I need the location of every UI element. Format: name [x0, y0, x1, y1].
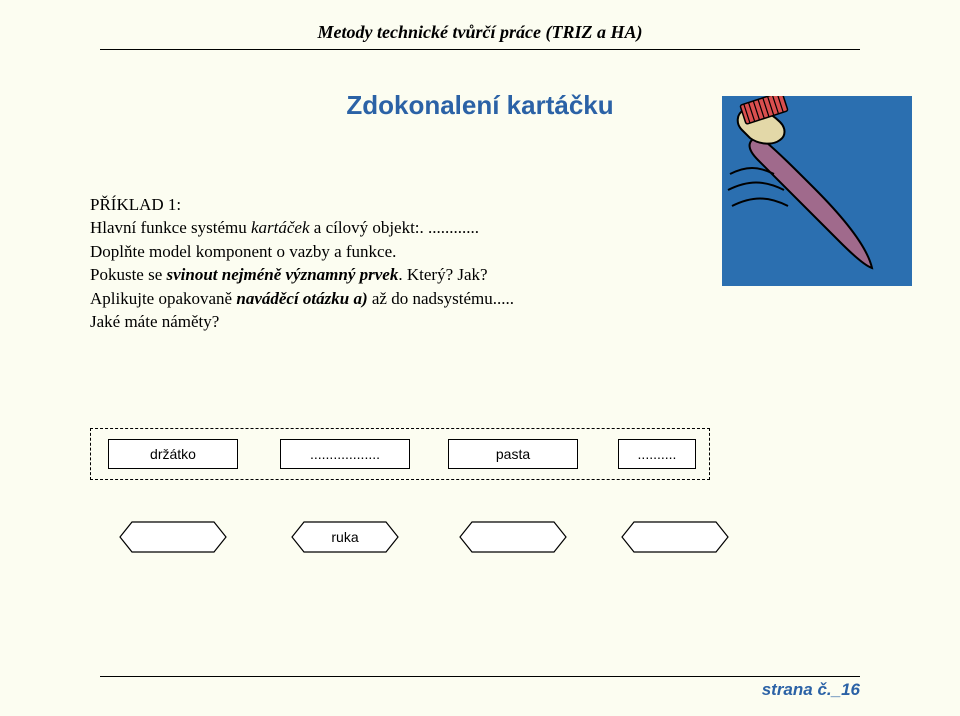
box-pasta: pasta [448, 439, 578, 469]
page-header: Metody technické tvůrčí práce (TRIZ a HA… [0, 0, 960, 50]
box3-label: pasta [496, 446, 530, 462]
hex-ruka: ruka [280, 520, 410, 554]
line4-a: Pokuste se [90, 265, 167, 284]
hex2-label: ruka [280, 520, 410, 554]
line2-c: a cílový objekt:. ............ [310, 218, 480, 237]
hex-4 [610, 520, 740, 554]
footer-text: strana č._16 [762, 680, 860, 699]
body-text: PŘÍKLAD 1: Hlavní funkce systému kartáče… [90, 193, 650, 334]
box-blank-1: .................. [280, 439, 410, 469]
diagram: držátko .................. pasta .......… [90, 428, 710, 608]
header-text: Metody technické tvůrčí práce (TRIZ a HA… [318, 22, 643, 42]
box-drzatko: držátko [108, 439, 238, 469]
line4-b: svinout nejméně významný prvek [167, 265, 399, 284]
line6: Jaké máte náměty? [90, 310, 650, 333]
line2: Hlavní funkce systému kartáček a cílový … [90, 216, 650, 239]
hex4-label [610, 520, 740, 554]
line5: Aplikujte opakovaně naváděcí otázku a) a… [90, 287, 650, 310]
line5-a: Aplikujte opakovaně [90, 289, 236, 308]
line2-a: Hlavní funkce systému [90, 218, 251, 237]
line4-c: . Který? Jak? [398, 265, 487, 284]
hex1-label [108, 520, 238, 554]
page-footer: strana č._16 [100, 676, 860, 700]
box4-label: .......... [638, 446, 677, 462]
hex3-label [448, 520, 578, 554]
line4: Pokuste se svinout nejméně významný prve… [90, 263, 650, 286]
example-label: PŘÍKLAD 1: [90, 193, 650, 216]
box-blank-2: .......... [618, 439, 696, 469]
box1-label: držátko [150, 446, 196, 462]
line2-b: kartáček [251, 218, 310, 237]
title-text: Zdokonalení kartáčku [346, 90, 613, 120]
line5-b: naváděcí otázku a) [236, 289, 367, 308]
toothbrush-illustration [722, 96, 912, 286]
line5-c: až do nadsystému..... [368, 289, 514, 308]
line3: Doplňte model komponent o vazby a funkce… [90, 240, 650, 263]
box2-label: .................. [310, 446, 380, 462]
hex-3 [448, 520, 578, 554]
hex-1 [108, 520, 238, 554]
